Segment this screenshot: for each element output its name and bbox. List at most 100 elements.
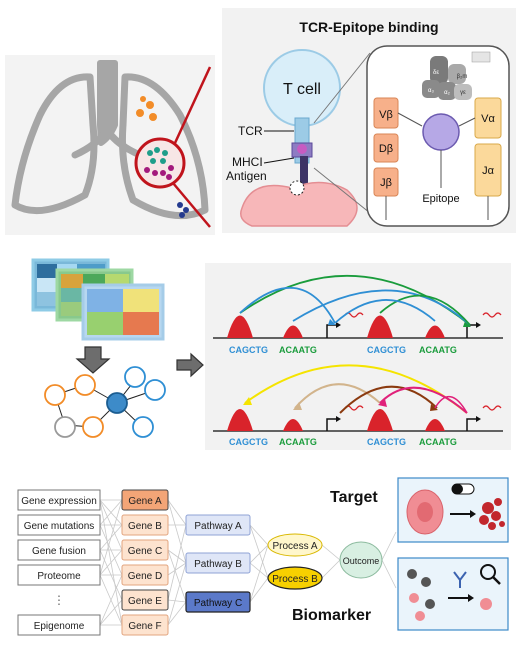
zoom-circle: [134, 137, 186, 189]
process-label-b: Process B: [272, 574, 318, 585]
antigen-presenting-cell: [240, 181, 358, 227]
input-label-3: Gene fusion: [32, 546, 86, 557]
arc-green-2: [379, 294, 471, 326]
gene-box-c: [121, 539, 169, 561]
network-node-gray: [54, 416, 76, 438]
pathway-label-a: Pathway A: [194, 521, 242, 532]
cd3-label-3: α₃: [428, 88, 434, 94]
cd3-domain-2: [448, 64, 466, 84]
cd3-label-4: α₂: [444, 90, 450, 96]
mhc-alpha3: [422, 80, 440, 98]
input-label-6: Epigenome: [34, 621, 85, 632]
gene-label-e: Gene E: [128, 596, 162, 607]
pathway-process-links: [249, 524, 397, 603]
peak-bottom-4: [425, 419, 445, 431]
mhc-b2m: [454, 84, 472, 100]
mhc-label: MHCI: [232, 155, 263, 169]
cd3-label-2: β₂m: [457, 74, 468, 80]
selected-cell-icon: [480, 598, 492, 610]
peak-top-3: [367, 315, 393, 338]
omics-inputs: Gene expression Gene mutations Gene fusi…: [17, 489, 101, 636]
j-alpha-label: Jα: [482, 165, 495, 177]
arc-green-1: [239, 274, 471, 326]
virus-icon: [289, 180, 305, 196]
input-ellipsis: ⋮: [53, 593, 65, 607]
gene-label-d: Gene D: [128, 571, 162, 582]
dead-cell-icon: [479, 498, 505, 530]
input-box-6: [17, 614, 101, 636]
peak-bottom-2: [283, 419, 303, 431]
pathway-box-a: [185, 514, 251, 536]
input-label-1: Gene expression: [21, 496, 97, 507]
arc-blue-3: [334, 299, 436, 324]
process-label-a: Process A: [272, 541, 317, 552]
v-alpha-label: Vα: [481, 113, 495, 125]
gene-box-d: [121, 564, 169, 586]
v-beta-label: Vβ: [379, 109, 393, 121]
network-node-orange-2: [74, 374, 96, 396]
gene-box-e: [121, 589, 169, 611]
mhc-alpha2: [438, 82, 456, 100]
input-label-4: Proteome: [37, 571, 81, 582]
peak-bottom-1: [227, 409, 253, 431]
gene-box-f: [121, 614, 169, 636]
process-ellipse-b: [267, 566, 323, 590]
epitope-label: Epitope: [422, 193, 459, 205]
motif-a-top-1: CAGCTG: [229, 345, 268, 355]
motif-b-bottom-1: ACAATG: [279, 437, 317, 447]
outcome-label: Outcome: [343, 556, 380, 566]
tumor-cells-blue: [177, 202, 189, 218]
tss-arrow-bottom-1: [326, 418, 339, 431]
arc-brown: [339, 385, 438, 414]
omics-heatmap-stack: [31, 258, 165, 341]
network-hub-node: [106, 392, 128, 414]
motif-b-bottom-2: ACAATG: [419, 437, 457, 447]
process-ellipse-a: [267, 533, 323, 557]
antigen-label: Antigen: [226, 169, 267, 183]
network-node-blue-2: [144, 379, 166, 401]
input-box-1: [17, 489, 101, 511]
input-box-2: [17, 514, 101, 536]
gene-label-f: Gene F: [128, 621, 161, 632]
model-panel: Gene expression Gene mutations Gene fusi…: [10, 470, 516, 666]
arc-blue-2: [292, 289, 471, 326]
down-arrow-icon: [75, 346, 111, 374]
pathway-box-b: [185, 552, 251, 574]
input-box-4: [17, 564, 101, 586]
mixed-cells-icon: [407, 569, 435, 621]
left-lung: [11, 73, 98, 215]
d-beta-label: Dβ: [379, 143, 393, 155]
motif-a-bottom-2: CAGCTG: [367, 437, 406, 447]
peak-top-4: [425, 325, 445, 338]
gene-box-a: [121, 489, 169, 511]
antigen-dot: [297, 144, 307, 154]
tumor-microenvironment-cells: [144, 147, 174, 180]
tss-arrow-bottom-2: [466, 418, 479, 431]
biomarker-label: Biomarker: [292, 607, 371, 624]
input-gene-links: [99, 499, 123, 626]
network-node-blue-1: [124, 366, 146, 388]
gene-layer: Gene A Gene B Gene C Gene D Gene E Gene …: [121, 489, 169, 636]
pathway-box-c: [185, 591, 251, 613]
gene-label-b: Gene B: [128, 521, 162, 532]
j-beta-label: Jβ: [380, 177, 392, 189]
network-panel: [25, 255, 195, 450]
motif-a-bottom-1: CAGCTG: [229, 437, 268, 447]
arc-magenta: [379, 386, 468, 414]
motif-b-top-2: ACAATG: [419, 345, 457, 355]
right-arrow-icon: [175, 352, 205, 378]
magnifier-icon: [480, 564, 501, 585]
network-node-orange-3: [82, 416, 104, 438]
pathway-label-b: Pathway B: [194, 559, 242, 570]
input-label-2: Gene mutations: [24, 521, 95, 532]
antibody-icon: [453, 571, 467, 588]
motif-a-top-2: CAGCTG: [367, 345, 406, 355]
lung-panel: [5, 55, 215, 235]
arc-blue-1: [239, 287, 336, 324]
process-layer: Process A Process B: [267, 533, 323, 590]
mhc-stem: [300, 156, 308, 196]
tumor-cells-orange: [136, 96, 157, 121]
motif-b-top-1: ACAATG: [279, 345, 317, 355]
gene-box-b: [121, 514, 169, 536]
tcr-label: TCR: [238, 124, 263, 138]
